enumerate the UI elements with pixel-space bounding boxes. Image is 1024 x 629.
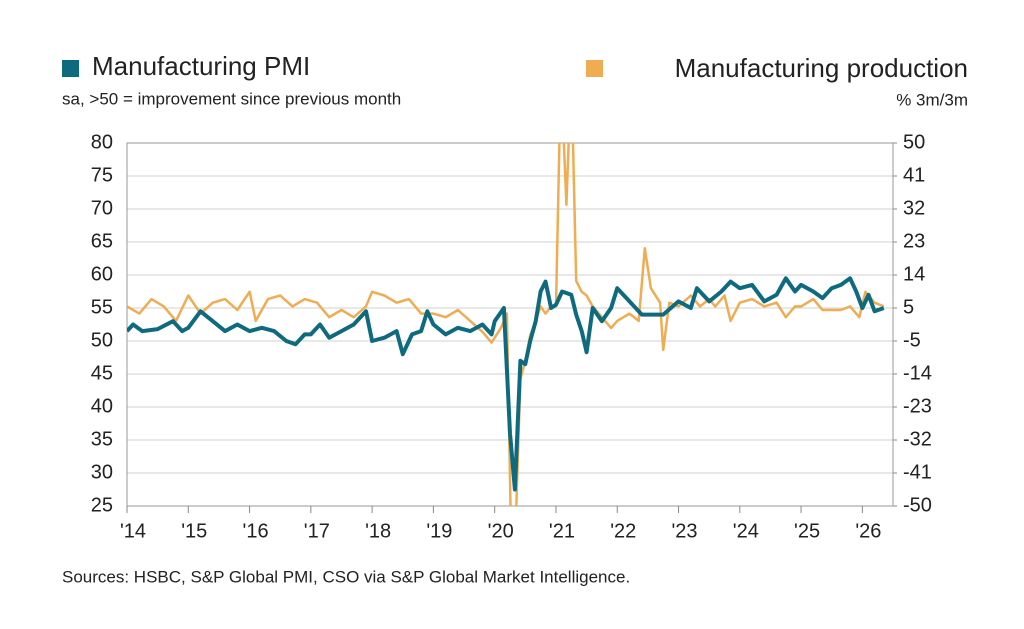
- y2-tick-label: -5: [903, 329, 921, 351]
- y-tick-label: 70: [91, 197, 113, 219]
- x-tick-label: '23: [671, 520, 697, 542]
- y-tick-label: 45: [91, 362, 113, 384]
- y2-tick-label: -50: [903, 494, 932, 516]
- y-tick-label: 50: [91, 329, 113, 351]
- x-tick-label: '21: [549, 520, 575, 542]
- legend-swatch: [62, 60, 79, 77]
- y2-tick-label: 23: [903, 230, 925, 252]
- y-tick-label: 80: [91, 131, 113, 153]
- legend-swatch: [586, 60, 603, 77]
- y2-tick-label: -41: [903, 461, 932, 483]
- x-tick-label: '14: [120, 520, 146, 542]
- x-tick-label: '18: [365, 520, 391, 542]
- plot: 80 75 70 65 60 55 50 45 40 35 30 25 50 41 32 23 14 5 -5 -14…: [91, 131, 932, 542]
- y2-tick-label: 14: [903, 263, 925, 285]
- x-tick-label: '22: [610, 520, 636, 542]
- y2-tick-label: 50: [903, 131, 925, 153]
- y2-tick-label: -32: [903, 428, 932, 450]
- x-tick-label: '25: [794, 520, 820, 542]
- y2-tick-label: 41: [903, 164, 925, 186]
- y-tick-label: 65: [91, 230, 113, 252]
- data-line: [127, 276, 885, 492]
- x-tick-label: '26: [855, 520, 881, 542]
- x-tick-label: '16: [243, 520, 269, 542]
- y-tick-label: 75: [91, 164, 113, 186]
- legend-label: Manufacturing production: [675, 53, 968, 83]
- x-tick-label: '17: [304, 520, 330, 542]
- y2-axis-label: % 3m/3m: [896, 90, 968, 109]
- y-tick-label: 35: [91, 428, 113, 450]
- legend-label: Manufacturing PMI: [92, 51, 310, 81]
- y2-tick-label: 32: [903, 197, 925, 219]
- x-tick-label: '19: [426, 520, 452, 542]
- y2-tick-label: -23: [903, 395, 932, 417]
- y-tick-label: 30: [91, 461, 113, 483]
- y-tick-label: 55: [91, 296, 113, 318]
- x-tick-label: '24: [733, 520, 759, 542]
- y-axis-label: sa, >50 = improvement since previous mon…: [62, 89, 401, 108]
- source: Sources: HSBC, S&P Global PMI, CSO via S…: [62, 567, 630, 586]
- y-tick-label: 60: [91, 263, 113, 285]
- data-line: [127, 143, 885, 506]
- y-tick-label: 40: [91, 395, 113, 417]
- x-tick-label: '15: [181, 520, 207, 542]
- y2-tick-label: 5: [903, 296, 914, 318]
- x-tick-label: '20: [488, 520, 514, 542]
- y-tick-label: 25: [91, 494, 113, 516]
- y2-tick-label: -14: [903, 362, 932, 384]
